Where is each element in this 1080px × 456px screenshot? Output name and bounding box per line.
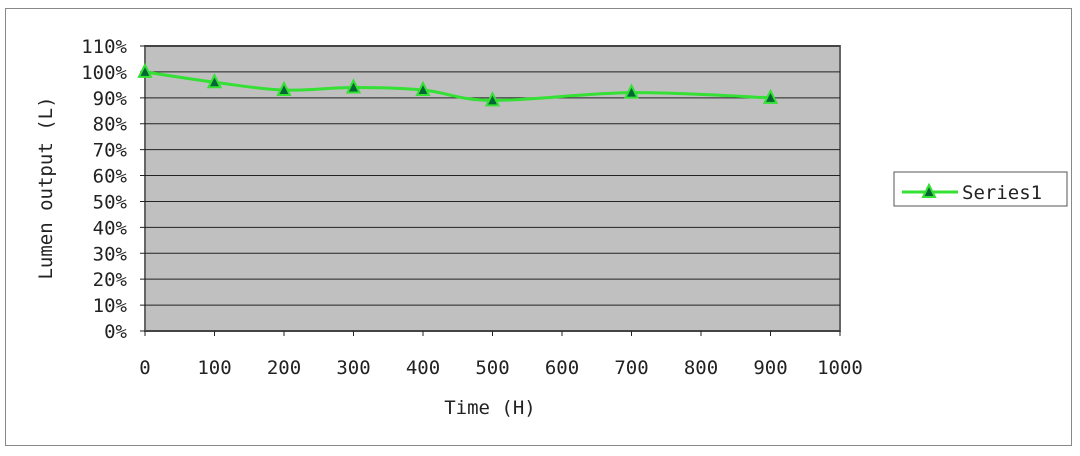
x-tick-label: 1000 [817, 357, 863, 379]
x-tick-label: 300 [336, 357, 370, 379]
data-point-marker [276, 80, 292, 97]
y-tick-label: 100% [81, 62, 127, 84]
y-tick-label: 110% [81, 36, 127, 58]
y-axis-label: Lumen output (L) [35, 96, 57, 279]
x-tick-label: 400 [406, 357, 440, 379]
x-axis-label: Time (H) [444, 397, 536, 419]
y-tick-label: 40% [93, 217, 128, 239]
y-tick-label: 80% [93, 114, 128, 136]
x-tick-label: 800 [684, 357, 718, 379]
y-tick-label: 90% [93, 88, 128, 110]
x-tick-label: 600 [545, 357, 579, 379]
x-tick-label: 700 [614, 357, 648, 379]
y-tick-label: 20% [93, 269, 128, 291]
x-tick-label: 0 [139, 357, 150, 379]
data-point-marker [137, 62, 153, 78]
x-tick-label: 100 [197, 357, 231, 379]
legend-series-label: Series1 [962, 182, 1042, 204]
data-point-marker [484, 91, 501, 107]
x-tick-label: 900 [753, 357, 787, 379]
chart-frame [5, 8, 1072, 446]
plot-area [144, 45, 841, 332]
y-tick-label: 10% [93, 295, 128, 317]
x-tick-label: 500 [475, 357, 509, 379]
data-point-marker [345, 78, 362, 94]
y-tick-label: 70% [93, 140, 128, 162]
legend-marker-icon [921, 182, 937, 198]
data-point-marker [415, 80, 431, 97]
y-tick-label: 0% [104, 321, 127, 343]
y-tick-label: 50% [93, 191, 128, 213]
data-point-marker [762, 88, 779, 104]
data-point-marker [206, 73, 223, 89]
x-tick-label: 200 [267, 357, 301, 379]
legend: Series1 [893, 171, 1068, 207]
y-tick-label: 60% [93, 166, 128, 188]
y-tick-label: 30% [93, 243, 128, 265]
data-point-marker [623, 83, 640, 99]
